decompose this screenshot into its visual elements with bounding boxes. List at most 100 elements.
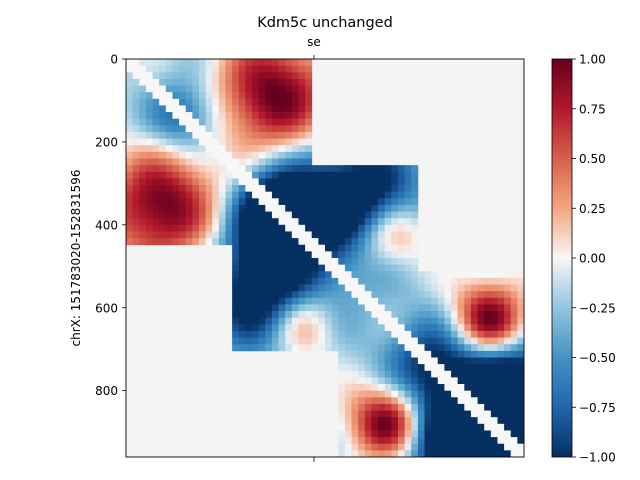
heatmap-cell (305, 244, 313, 252)
heatmap-cell (185, 125, 193, 133)
heatmap-cell (252, 112, 260, 120)
heatmap-cell (271, 317, 279, 325)
heatmap-cell (132, 211, 140, 219)
heatmap-cell (305, 118, 313, 126)
heatmap-cell (291, 211, 299, 219)
heatmap-cell (358, 317, 366, 325)
heatmap-cell (278, 78, 286, 86)
heatmap-cell (510, 357, 518, 365)
heatmap-cell (490, 337, 498, 345)
heatmap-cell (245, 185, 253, 193)
heatmap-cell (271, 78, 279, 86)
heatmap-cell (179, 125, 187, 133)
heatmap-cell (185, 105, 193, 113)
heatmap-cell (451, 364, 459, 372)
heatmap-cell (378, 191, 386, 199)
heatmap-cell (437, 344, 445, 352)
heatmap-cell (305, 304, 313, 312)
heatmap-cell (258, 171, 266, 179)
heatmap-cell (364, 337, 372, 345)
heatmap-cell (278, 191, 286, 199)
heatmap-cell (126, 131, 134, 139)
heatmap-cell (212, 178, 220, 186)
heatmap-cell (238, 277, 246, 285)
heatmap-cell (218, 72, 226, 80)
heatmap-cell (397, 165, 405, 173)
heatmap-cell (271, 337, 279, 345)
heatmap-cell (371, 271, 379, 279)
heatmap-cell (510, 437, 518, 445)
heatmap-cell (278, 211, 286, 219)
heatmap-cell (358, 264, 366, 272)
heatmap-cell (431, 297, 439, 305)
heatmap-cell (344, 311, 352, 319)
heatmap-cell (285, 151, 293, 159)
heatmap-cell (437, 423, 445, 431)
heatmap-cell (325, 251, 333, 259)
heatmap-cell (364, 377, 372, 385)
heatmap-cell (378, 264, 386, 272)
heatmap-cell (378, 410, 386, 418)
heatmap-cell (132, 145, 140, 153)
heatmap-cell (397, 211, 405, 219)
heatmap-cell (192, 78, 200, 86)
heatmap-cell (126, 112, 134, 120)
heatmap-cell (126, 98, 134, 106)
heatmap-cell (364, 450, 372, 457)
heatmap-cell (278, 251, 286, 259)
heatmap-cell (404, 330, 412, 338)
heatmap-cell (291, 204, 299, 212)
heatmap-cell (245, 337, 253, 345)
heatmap-cell (457, 364, 465, 372)
heatmap-cell (132, 131, 140, 139)
heatmap-cell (291, 231, 299, 239)
heatmap-cell (378, 258, 386, 266)
heatmap-cell (232, 211, 240, 219)
heatmap-cell (417, 397, 425, 405)
heatmap-cell (517, 403, 524, 411)
heatmap-cell (364, 304, 372, 312)
heatmap-cell (497, 423, 505, 431)
heatmap-cell (305, 138, 313, 146)
heatmap-cell (278, 118, 286, 126)
heatmap-cell (504, 357, 512, 365)
heatmap-cell (364, 384, 372, 392)
heatmap-cell (232, 304, 240, 312)
heatmap-cell (344, 165, 352, 173)
heatmap-cell (258, 118, 266, 126)
heatmap-cell (344, 304, 352, 312)
heatmap-cell (404, 397, 412, 405)
heatmap-cell (411, 277, 419, 285)
heatmap-cell (470, 417, 478, 425)
heatmap-cell (331, 297, 339, 305)
heatmap-cell (165, 112, 173, 120)
heatmap-cell (271, 185, 279, 193)
heatmap-cell (298, 324, 306, 332)
heatmap-cell (451, 443, 459, 451)
heatmap-cell (265, 59, 273, 67)
heatmap-cell (126, 224, 134, 232)
heatmap-cell (285, 178, 293, 186)
heatmap-cell (504, 423, 512, 431)
heatmap-cell (278, 238, 286, 246)
heatmap-cell (159, 204, 167, 212)
heatmap-cell (424, 437, 432, 445)
heatmap-cell (371, 417, 379, 425)
heatmap-cell (159, 198, 167, 206)
heatmap-cell (252, 218, 260, 226)
heatmap-cell (179, 158, 187, 166)
heatmap-cell (145, 72, 153, 80)
heatmap-cell (298, 211, 306, 219)
heatmap-cell (311, 330, 319, 338)
heatmap-cell (497, 311, 505, 319)
heatmap-cell (245, 131, 253, 139)
heatmap-cell (344, 218, 352, 226)
heatmap-cell (252, 211, 260, 219)
heatmap-cell (258, 304, 266, 312)
heatmap-cell (305, 258, 313, 266)
heatmap-cell (172, 98, 180, 106)
heatmap-cell (305, 78, 313, 86)
heatmap-cell (404, 430, 412, 438)
heatmap-cell (278, 224, 286, 232)
heatmap-cell (470, 271, 478, 279)
